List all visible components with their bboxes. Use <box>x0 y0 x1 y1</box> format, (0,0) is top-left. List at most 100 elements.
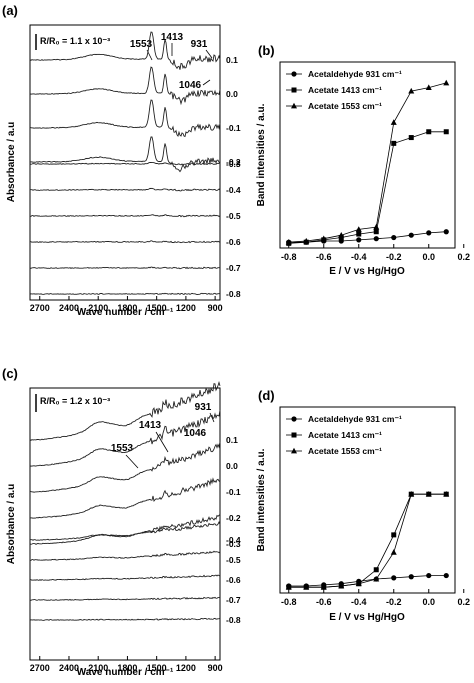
potential-label: -0.4 <box>226 535 241 545</box>
panel-label-b: (b) <box>258 43 275 58</box>
peak-label: 1553 <box>111 443 134 454</box>
potential-label: -0.8 <box>226 615 241 625</box>
series-line-triangle <box>288 82 447 243</box>
legend-marker-triangle <box>291 447 297 454</box>
y-axis-title-a: Absorbance / a.u <box>6 122 17 203</box>
data-point-circle <box>426 572 432 579</box>
data-point-square <box>373 567 379 573</box>
scale-label-a: R/R₀ = 1.1 x 10⁻³ <box>40 36 110 46</box>
legend-marker-circle <box>291 71 297 77</box>
spectrum-trace-spec-a-0 <box>29 31 221 70</box>
y-axis-title-d: Band intensities / a.u. <box>256 448 267 551</box>
data-point-square <box>426 129 432 135</box>
series-line-square <box>288 493 447 588</box>
data-point-circle <box>443 572 449 579</box>
x-tick-label: 0.2 <box>457 597 470 607</box>
spectrum-trace-spec-c-7 <box>30 574 221 581</box>
peak-label: 1413 <box>161 32 184 43</box>
data-point-circle <box>391 234 397 241</box>
data-point-triangle <box>373 575 380 582</box>
potential-label: -0.8 <box>226 289 241 299</box>
data-point-square <box>391 140 397 146</box>
x-tick-label: 1200 <box>176 663 196 673</box>
data-point-triangle <box>355 226 362 232</box>
data-point-triangle <box>338 232 345 238</box>
x-axis-title-c: Wave number / cm⁻¹ <box>77 667 174 678</box>
x-tick-label: -0.6 <box>316 597 332 607</box>
potential-label: 0.1 <box>226 55 238 65</box>
x-axis-title-d: E / V vs Hg/HgO <box>329 612 405 623</box>
x-tick-label: -0.6 <box>316 252 332 262</box>
spectra-panel-a: R/R₀ = 1.1 x 10⁻³ 1553 1413 931 1046 0.1 0.0… <box>6 24 241 318</box>
x-tick-label: 2400 <box>59 303 79 313</box>
legend-label: Acetate 1413 cm⁻¹ <box>308 430 382 440</box>
potential-label: 0.0 <box>226 461 238 471</box>
series-line-triangle <box>288 493 447 588</box>
x-axis-title-b: E / V vs Hg/HgO <box>329 266 405 277</box>
potential-label: -0.5 <box>226 555 241 565</box>
data-point-square <box>408 135 414 141</box>
x-tick-label: 0.2 <box>457 252 470 262</box>
data-point-triangle <box>443 490 450 497</box>
data-point-triangle <box>408 490 415 497</box>
x-tick-label: 900 <box>208 663 223 673</box>
peak-label: 931 <box>195 402 212 413</box>
data-point-circle <box>443 229 449 235</box>
data-point-square <box>356 231 362 237</box>
legend-marker-square <box>291 432 297 438</box>
spectra-panel-c: R/R₀ = 1.2 x 10⁻³ 931 1413 1046 1553 0.1 0.0… <box>6 380 241 678</box>
potential-label: -0.6 <box>226 237 241 247</box>
spectrum-trace-spec-c-0 <box>29 380 221 441</box>
series-line-circle <box>288 231 447 243</box>
x-tick-label: 2700 <box>30 663 50 673</box>
spectrum-trace-spec-c-2 <box>30 441 221 493</box>
x-tick-label: 1500 <box>147 663 167 673</box>
spectrum-trace-spec-a-5 <box>29 187 221 192</box>
legend-marker-circle <box>291 416 297 422</box>
legend-label: Acetate 1413 cm⁻¹ <box>308 85 382 95</box>
peak-pointer <box>209 412 215 423</box>
plot-frame-d <box>279 406 456 594</box>
data-point-circle <box>356 237 362 243</box>
plot-frame-b <box>279 61 456 249</box>
x-tick-label: 1800 <box>117 663 137 673</box>
data-point-circle <box>426 230 432 236</box>
data-point-square <box>391 532 397 538</box>
x-tick-label: -0.2 <box>386 252 402 262</box>
x-tick-label: -0.8 <box>281 252 297 262</box>
legend-label: Acetate 1553 cm⁻¹ <box>308 101 382 111</box>
data-point-triangle <box>285 583 292 590</box>
data-point-triangle <box>425 490 432 497</box>
peak-pointer <box>202 79 211 86</box>
legend-marker-square <box>291 87 297 93</box>
data-point-triangle <box>390 119 397 125</box>
data-point-triangle <box>303 583 310 590</box>
data-point-triangle <box>285 238 292 245</box>
data-point-circle <box>408 232 414 238</box>
potential-label: -0.7 <box>226 263 241 273</box>
potential-label: 0.0 <box>226 89 238 99</box>
plot-frame-a <box>29 24 221 301</box>
x-tick-label: 0.0 <box>422 597 435 607</box>
data-point-triangle <box>303 237 310 244</box>
data-point-circle <box>391 575 397 581</box>
data-point-triangle <box>425 84 432 90</box>
spectrum-trace-spec-c-6 <box>29 550 221 561</box>
x-tick-label: 1800 <box>117 303 137 313</box>
spectrum-trace-spec-c-3 <box>29 477 221 519</box>
peak-label: 1046 <box>179 80 202 91</box>
peak-label: 1046 <box>184 428 207 439</box>
series-line-square <box>288 131 447 244</box>
data-point-triangle <box>373 223 380 230</box>
data-point-triangle <box>443 79 450 86</box>
spectrum-trace-spec-c-1 <box>29 410 221 467</box>
x-tick-label: -0.4 <box>351 252 367 262</box>
potential-label: -0.2 <box>226 513 241 523</box>
data-point-circle <box>373 236 379 242</box>
x-tick-label: 2700 <box>30 303 50 313</box>
potential-label: -0.4 <box>226 185 241 195</box>
spectrum-trace-spec-a-9 <box>29 292 221 296</box>
spectrum-trace-spec-c-8 <box>29 596 221 601</box>
x-tick-label: 2400 <box>59 663 79 673</box>
